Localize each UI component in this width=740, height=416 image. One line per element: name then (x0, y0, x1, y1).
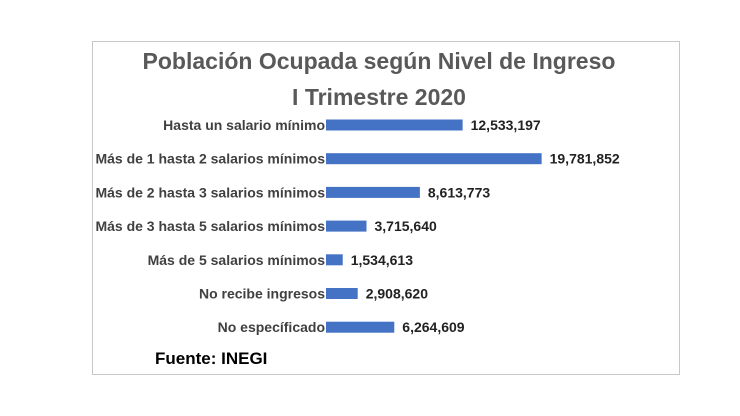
bar (326, 321, 395, 333)
category-label: No recibe ingresos (199, 286, 325, 302)
category-label: Más de 3 hasta 5 salarios mínimos (95, 218, 325, 234)
chart-title: Población Ocupada según Nivel de Ingreso (143, 48, 616, 74)
data-label: 12,533,197 (471, 117, 541, 133)
category-label: Más de 1 hasta 2 salarios mínimos (95, 151, 325, 167)
source-note: Fuente: INEGI (155, 349, 267, 368)
data-label: 8,613,773 (428, 184, 490, 200)
data-label: 19,781,852 (550, 151, 620, 167)
data-label: 6,264,609 (402, 319, 464, 335)
category-label: Más de 5 salarios mínimos (148, 252, 326, 268)
bar (326, 220, 367, 232)
chart-frame: Población Ocupada según Nivel de Ingreso… (92, 41, 680, 375)
bars-layer: Hasta un salario mínimo 12,533,197 Más de … (95, 117, 619, 335)
data-label: 2,908,620 (366, 286, 428, 302)
chart-subtitle: I Trimestre 2020 (292, 84, 466, 110)
data-label: 1,534,613 (351, 252, 413, 268)
bar (326, 288, 358, 299)
bar (326, 119, 463, 131)
category-label: Más de 2 hasta 3 salarios mínimos (95, 184, 325, 200)
data-label: 3,715,640 (375, 218, 437, 234)
bar (326, 186, 420, 198)
bar (326, 254, 343, 266)
bar (326, 153, 542, 165)
bar-chart: Población Ocupada según Nivel de Ingreso… (95, 48, 619, 368)
category-label: Hasta un salario mínimo (163, 117, 325, 133)
category-label: No específicado (218, 319, 325, 335)
